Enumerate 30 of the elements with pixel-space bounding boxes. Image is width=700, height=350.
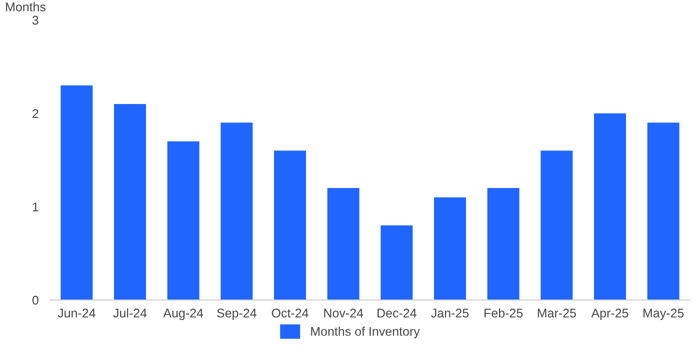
y-tick-label: 3 <box>32 16 38 25</box>
x-tick-label: Oct-24 <box>272 308 308 318</box>
bar <box>220 122 253 300</box>
y-tick-label: 2 <box>32 109 38 118</box>
bar <box>434 197 466 300</box>
bar <box>274 150 306 300</box>
bar <box>647 122 680 300</box>
x-tick-label: Sep-24 <box>217 308 256 320</box>
y-axis-title: Months <box>6 2 46 12</box>
y-tick-label: 1 <box>32 202 38 212</box>
x-tick-label: Feb-25 <box>484 308 523 318</box>
bar <box>594 113 626 300</box>
y-tick-label: 0 <box>32 296 38 305</box>
x-tick-label: Jan-25 <box>431 308 469 318</box>
bar <box>487 188 520 300</box>
bar <box>380 225 413 300</box>
bar <box>540 150 573 300</box>
x-tick-label: Aug-24 <box>163 308 204 320</box>
bar <box>167 141 200 300</box>
x-tick-label: May-25 <box>644 308 684 320</box>
x-tick-label: Apr-25 <box>591 308 628 320</box>
x-tick-label: Mar-25 <box>538 308 576 318</box>
bar <box>114 104 146 300</box>
bar <box>327 188 360 300</box>
legend-label: Months of Inventory <box>311 326 420 338</box>
x-tick-label: Jun-24 <box>58 308 96 318</box>
bar <box>60 85 93 300</box>
x-tick-label: Jul-24 <box>113 308 147 318</box>
x-tick-label: Nov-24 <box>324 308 364 318</box>
x-tick-label: Dec-24 <box>378 308 416 318</box>
